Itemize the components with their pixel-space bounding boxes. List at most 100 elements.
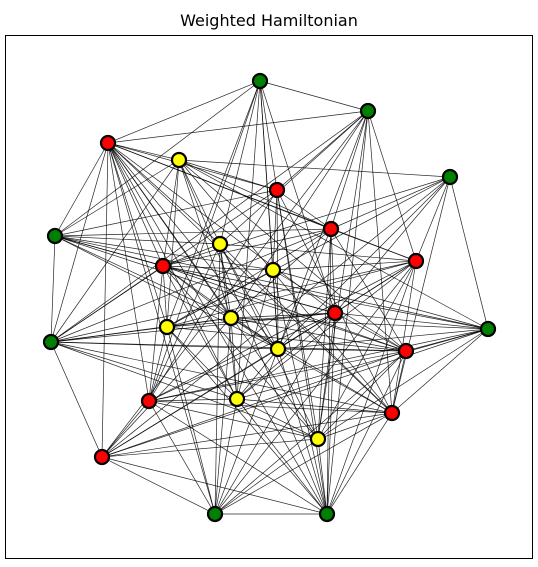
graph-edge: [50, 341, 238, 400]
graph-edge: [272, 189, 278, 271]
graph-edge: [148, 400, 319, 440]
graph-edge: [166, 326, 216, 515]
graph-edge: [101, 438, 319, 458]
graph-node-red: [397, 342, 415, 360]
graph-node-yellow: [222, 309, 240, 327]
graph-edge: [326, 110, 369, 515]
graph-edge: [317, 312, 336, 440]
graph-node-green: [206, 505, 224, 523]
graph-edge: [326, 412, 393, 515]
graph-edge: [148, 260, 417, 402]
graph-edge: [330, 228, 336, 314]
graph-edge: [162, 265, 336, 314]
graph-edge: [317, 260, 417, 440]
graph-edge: [214, 260, 417, 515]
graph-edge: [214, 348, 279, 515]
graph-edge: [162, 176, 451, 267]
graph-edge: [391, 350, 407, 414]
graph-edge: [148, 400, 393, 414]
graph-edge: [162, 265, 407, 352]
graph-edge: [107, 142, 279, 350]
graph-node-yellow: [309, 430, 327, 448]
graph-edge: [54, 235, 279, 350]
graph-edge: [317, 328, 489, 440]
graph-edge: [50, 235, 56, 343]
graph-edge: [148, 398, 238, 402]
graph-node-green: [46, 227, 64, 245]
graph-edge: [101, 142, 109, 458]
graph-edge: [230, 317, 238, 400]
graph-edge: [166, 312, 336, 328]
graph-edge: [54, 228, 332, 237]
graph-edge: [166, 269, 274, 328]
graph-edge: [236, 398, 319, 440]
graph-edge: [317, 412, 393, 440]
graph-edge: [178, 159, 328, 515]
graph-edge: [214, 412, 393, 515]
graph-edge: [54, 235, 489, 330]
graph-edge: [54, 235, 274, 271]
graph-edge: [162, 265, 238, 400]
graph-edge: [162, 228, 332, 267]
graph-edge: [101, 317, 232, 458]
graph-edge: [50, 260, 417, 343]
graph-edge: [50, 341, 103, 458]
graph-node-yellow: [170, 151, 188, 169]
plot-frame: [5, 35, 533, 559]
graph-edge: [230, 317, 393, 414]
graph-edge: [162, 265, 168, 328]
graph-edge: [107, 142, 180, 161]
graph-edge: [148, 350, 407, 402]
graph-edge: [272, 269, 489, 330]
nodes-layer: [42, 72, 497, 523]
graph-edge: [272, 269, 279, 350]
graph-node-red: [140, 392, 158, 410]
graph-edge: [276, 189, 328, 515]
graph-edge: [50, 341, 319, 440]
graph-edge: [101, 350, 407, 458]
graph-edge: [367, 110, 417, 262]
graph-edge: [236, 398, 393, 414]
graph-node-red: [407, 252, 425, 270]
graph-edge: [236, 328, 489, 400]
graph-edge: [162, 265, 274, 271]
graph-node-green: [479, 320, 497, 338]
graph-edge: [107, 142, 168, 328]
graph-node-green: [359, 102, 377, 120]
graph-node-green: [318, 505, 336, 523]
graph-edge: [54, 80, 261, 237]
graph-edge: [107, 142, 150, 402]
graph-edge: [50, 265, 164, 343]
graph-edge: [276, 189, 332, 230]
graph-edge: [449, 176, 489, 330]
graph-edge: [148, 312, 336, 402]
graph-edge: [162, 265, 489, 330]
chart-title: Weighted Hamiltonian: [180, 11, 358, 30]
graph-edge: [326, 260, 417, 515]
graph-node-red: [154, 257, 172, 275]
graph-edge: [334, 176, 451, 314]
graph-edge: [50, 159, 180, 343]
graph-edge: [330, 228, 417, 262]
graph-edge: [330, 110, 369, 230]
graph-edge: [101, 456, 328, 515]
graph-edge: [178, 159, 451, 178]
graph-edge: [148, 328, 489, 402]
graph-edge: [214, 438, 319, 515]
graph-edge: [277, 348, 393, 414]
graph-edge: [259, 80, 369, 112]
graph-edge: [54, 142, 109, 237]
graph-edge: [101, 312, 336, 458]
graph-edge: [148, 189, 278, 402]
graph-edge: [219, 243, 232, 319]
graph-edge: [101, 456, 216, 515]
graph-edge: [148, 80, 261, 402]
graph-edge: [391, 176, 451, 414]
graph-edge: [317, 228, 332, 440]
graph-edge: [101, 412, 393, 458]
graph-node-red: [383, 404, 401, 422]
graph-edge: [219, 243, 279, 350]
graph-edge: [101, 400, 150, 458]
graph-edge: [214, 398, 238, 515]
